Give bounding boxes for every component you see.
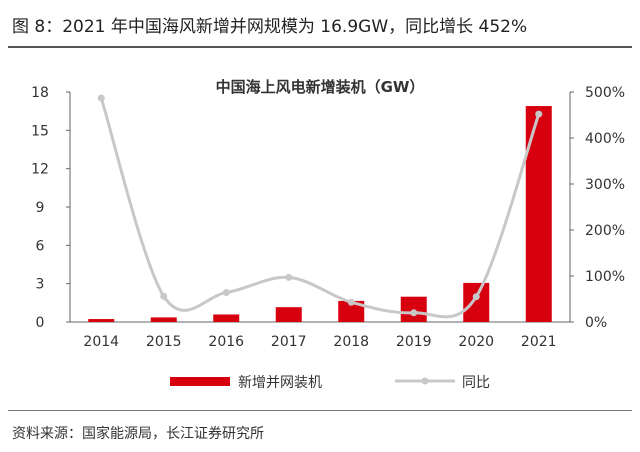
x-tick-label: 2021 — [521, 334, 557, 350]
x-tick-label: 2015 — [146, 334, 182, 350]
y-right-tick-label: 400% — [585, 131, 625, 147]
yoy-point — [222, 289, 230, 297]
y-left-tick-label: 9 — [36, 200, 45, 216]
legend-line-label: 同比 — [462, 375, 490, 391]
yoy-point — [347, 298, 355, 306]
y-left-tick-label: 3 — [36, 277, 45, 293]
y-left-tick-label: 12 — [31, 162, 49, 178]
legend: 新增并网装机 同比 — [170, 375, 490, 391]
axes: 0 3 6 9 12 15 18 0% 100% 200% 300% 400% 500% 2014 2015… — [31, 85, 625, 350]
bar — [150, 317, 177, 322]
y-left-tick-label: 18 — [31, 85, 49, 101]
y-right-tick-label: 500% — [585, 85, 625, 101]
source-note: 资料来源：国家能源局，长江证券研究所 — [12, 426, 264, 442]
bar — [338, 300, 365, 322]
title-divider — [8, 46, 632, 48]
legend-bar-label: 新增并网装机 — [238, 375, 322, 391]
y-right-tick-label: 100% — [585, 269, 625, 285]
yoy-point — [97, 94, 105, 102]
yoy-point — [535, 110, 543, 118]
y-left-tick-label: 0 — [36, 315, 45, 331]
y-right-tick-label: 0% — [585, 315, 607, 331]
x-tick-label: 2016 — [208, 334, 244, 350]
y-right-tick-label: 300% — [585, 177, 625, 193]
x-tick-label: 2019 — [396, 334, 432, 350]
bar — [275, 307, 302, 322]
chart-title: 中国海上风电新增装机（GW） — [216, 78, 425, 96]
x-tick-label: 2017 — [271, 334, 307, 350]
x-tick-label: 2018 — [333, 334, 369, 350]
figure-title: 图 8：2021 年中国海风新增并网规模为 16.9GW，同比增长 452% — [12, 17, 528, 37]
x-tick-label: 2014 — [83, 334, 119, 350]
yoy-point — [410, 309, 418, 317]
yoy-point — [285, 273, 293, 281]
bar — [213, 314, 240, 322]
legend-line-marker — [421, 377, 429, 385]
yoy-point — [160, 292, 168, 300]
legend-bar-swatch — [170, 377, 230, 386]
footer-divider — [8, 410, 632, 411]
y-left-tick-label: 15 — [31, 123, 49, 139]
y-right-tick-label: 200% — [585, 223, 625, 239]
y-left-tick-label: 6 — [36, 238, 45, 254]
bar — [463, 282, 490, 322]
bar — [88, 319, 115, 322]
yoy-point — [472, 293, 480, 301]
line-series — [97, 94, 543, 319]
x-tick-label: 2020 — [458, 334, 494, 350]
